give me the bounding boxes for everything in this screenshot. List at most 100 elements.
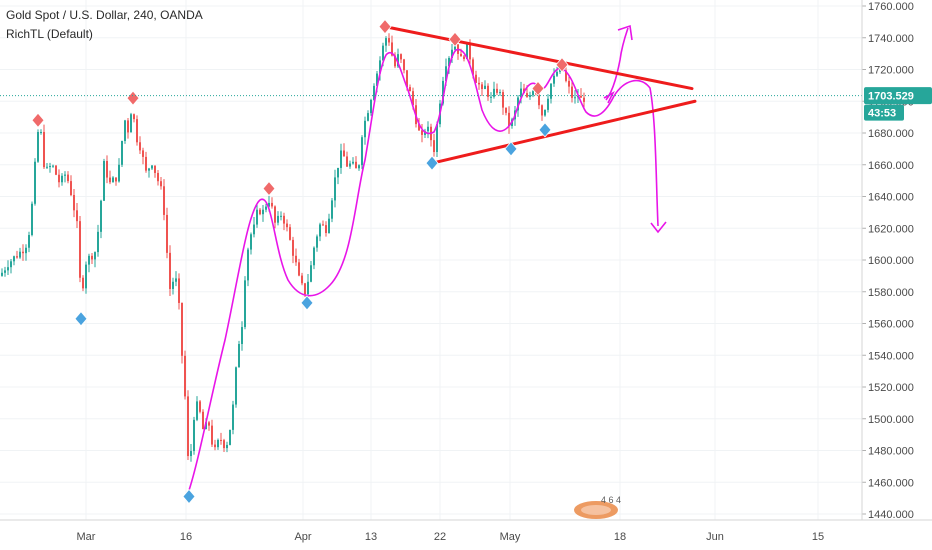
symbol-title: Gold Spot / U.S. Dollar, 240, OANDA — [6, 8, 203, 22]
candle-body — [370, 99, 372, 114]
candle-body — [337, 167, 339, 178]
y-tick-label: 1720.000 — [868, 65, 914, 77]
candle-body — [463, 56, 465, 60]
candle-body — [85, 264, 87, 289]
candle-body — [583, 97, 585, 102]
candle-body — [136, 119, 138, 143]
bar-countdown-label: 43:53 — [868, 108, 896, 120]
candle-body — [187, 396, 189, 457]
candle-body — [436, 124, 438, 153]
candle-body — [271, 202, 273, 207]
candle-body — [472, 59, 474, 75]
candlestick-series — [1, 33, 585, 462]
candle-body — [106, 160, 108, 178]
candle-body — [64, 174, 66, 176]
y-tick-label: 1500.000 — [868, 414, 914, 426]
x-tick-label: 18 — [614, 531, 626, 543]
candle-body — [241, 327, 243, 344]
candle-body — [55, 165, 57, 175]
candle-body — [529, 95, 531, 97]
candle-body — [493, 88, 495, 97]
candle-body — [19, 251, 21, 258]
candle-body — [16, 256, 18, 258]
grid — [0, 0, 862, 520]
candle-body — [358, 165, 360, 169]
candle-body — [301, 275, 303, 284]
watermark-number: 4 6 4 — [601, 495, 621, 505]
candle-body — [322, 224, 324, 226]
candle-body — [397, 54, 399, 67]
trendline-lower[interactable] — [430, 99, 697, 165]
candle-body — [13, 256, 15, 262]
candle-body — [127, 120, 129, 133]
candle-body — [118, 164, 120, 182]
pivot-low-marker — [300, 295, 314, 311]
candle-body — [133, 114, 135, 120]
candle-body — [517, 97, 519, 111]
candle-body — [244, 280, 246, 328]
pivot-low-marker — [182, 488, 196, 505]
candle-body — [409, 87, 411, 92]
candle-body — [331, 200, 333, 219]
candle-body — [238, 343, 240, 368]
candle-body — [385, 38, 387, 46]
candle-body — [304, 283, 306, 295]
candle-body — [388, 38, 390, 43]
candle-body — [157, 172, 159, 182]
candle-body — [76, 210, 78, 222]
candle-body — [190, 451, 192, 457]
candle-body — [43, 131, 45, 168]
candle-body — [4, 270, 6, 273]
triangle-trendlines[interactable] — [383, 25, 697, 165]
candle-body — [532, 91, 534, 96]
pivot-high-marker — [262, 180, 276, 197]
pivot-low-marker — [74, 311, 88, 327]
candle-body — [40, 131, 42, 133]
candle-body — [280, 215, 282, 217]
candle-body — [262, 209, 264, 215]
candle-body — [307, 281, 309, 295]
candle-body — [91, 255, 93, 260]
candle-body — [226, 444, 228, 449]
candle-body — [193, 419, 195, 452]
candle-body — [394, 55, 396, 67]
candle-body — [79, 221, 81, 278]
candle-body — [508, 112, 510, 127]
candle-body — [1, 272, 3, 276]
price-badge: 1703.529 43:53 — [864, 87, 932, 121]
candle-body — [292, 239, 294, 256]
watermark-logo: 4 6 4 — [574, 495, 621, 519]
pivot-high-marker — [126, 90, 140, 106]
candle-body — [160, 181, 162, 187]
candle-body — [475, 74, 477, 83]
candle-body — [151, 165, 153, 169]
trendline-upper[interactable] — [383, 25, 694, 91]
indicator-title: RichTL (Default) — [6, 27, 93, 41]
candle-body — [487, 85, 489, 97]
candle-body — [22, 251, 24, 254]
candle-body — [61, 175, 63, 183]
candle-body — [274, 206, 276, 223]
candle-body — [550, 83, 552, 99]
candle-body — [538, 94, 540, 106]
candle-body — [121, 140, 123, 165]
candle-body — [37, 132, 39, 162]
candle-body — [460, 53, 462, 57]
candle-body — [316, 236, 318, 248]
down-arrowhead — [650, 221, 667, 234]
y-tick-label: 1560.000 — [868, 319, 914, 331]
x-axis-ticks: Mar 16 Apr 13 22 May 18 Jun 15 — [77, 531, 825, 543]
x-tick-label: Jun — [706, 531, 724, 543]
candle-body — [154, 165, 156, 173]
up-arrow-shaft — [605, 27, 629, 101]
y-tick-label: 1660.000 — [868, 160, 914, 172]
y-axis-ticks: 1440.000 1460.000 1480.000 1500.000 1520.000… — [862, 1, 914, 521]
candle-body — [112, 177, 114, 183]
candle-body — [391, 42, 393, 56]
pivot-high-marker — [531, 80, 545, 97]
candle-body — [259, 209, 261, 215]
candle-body — [541, 105, 543, 116]
candle-body — [361, 137, 363, 166]
candle-body — [505, 107, 507, 113]
